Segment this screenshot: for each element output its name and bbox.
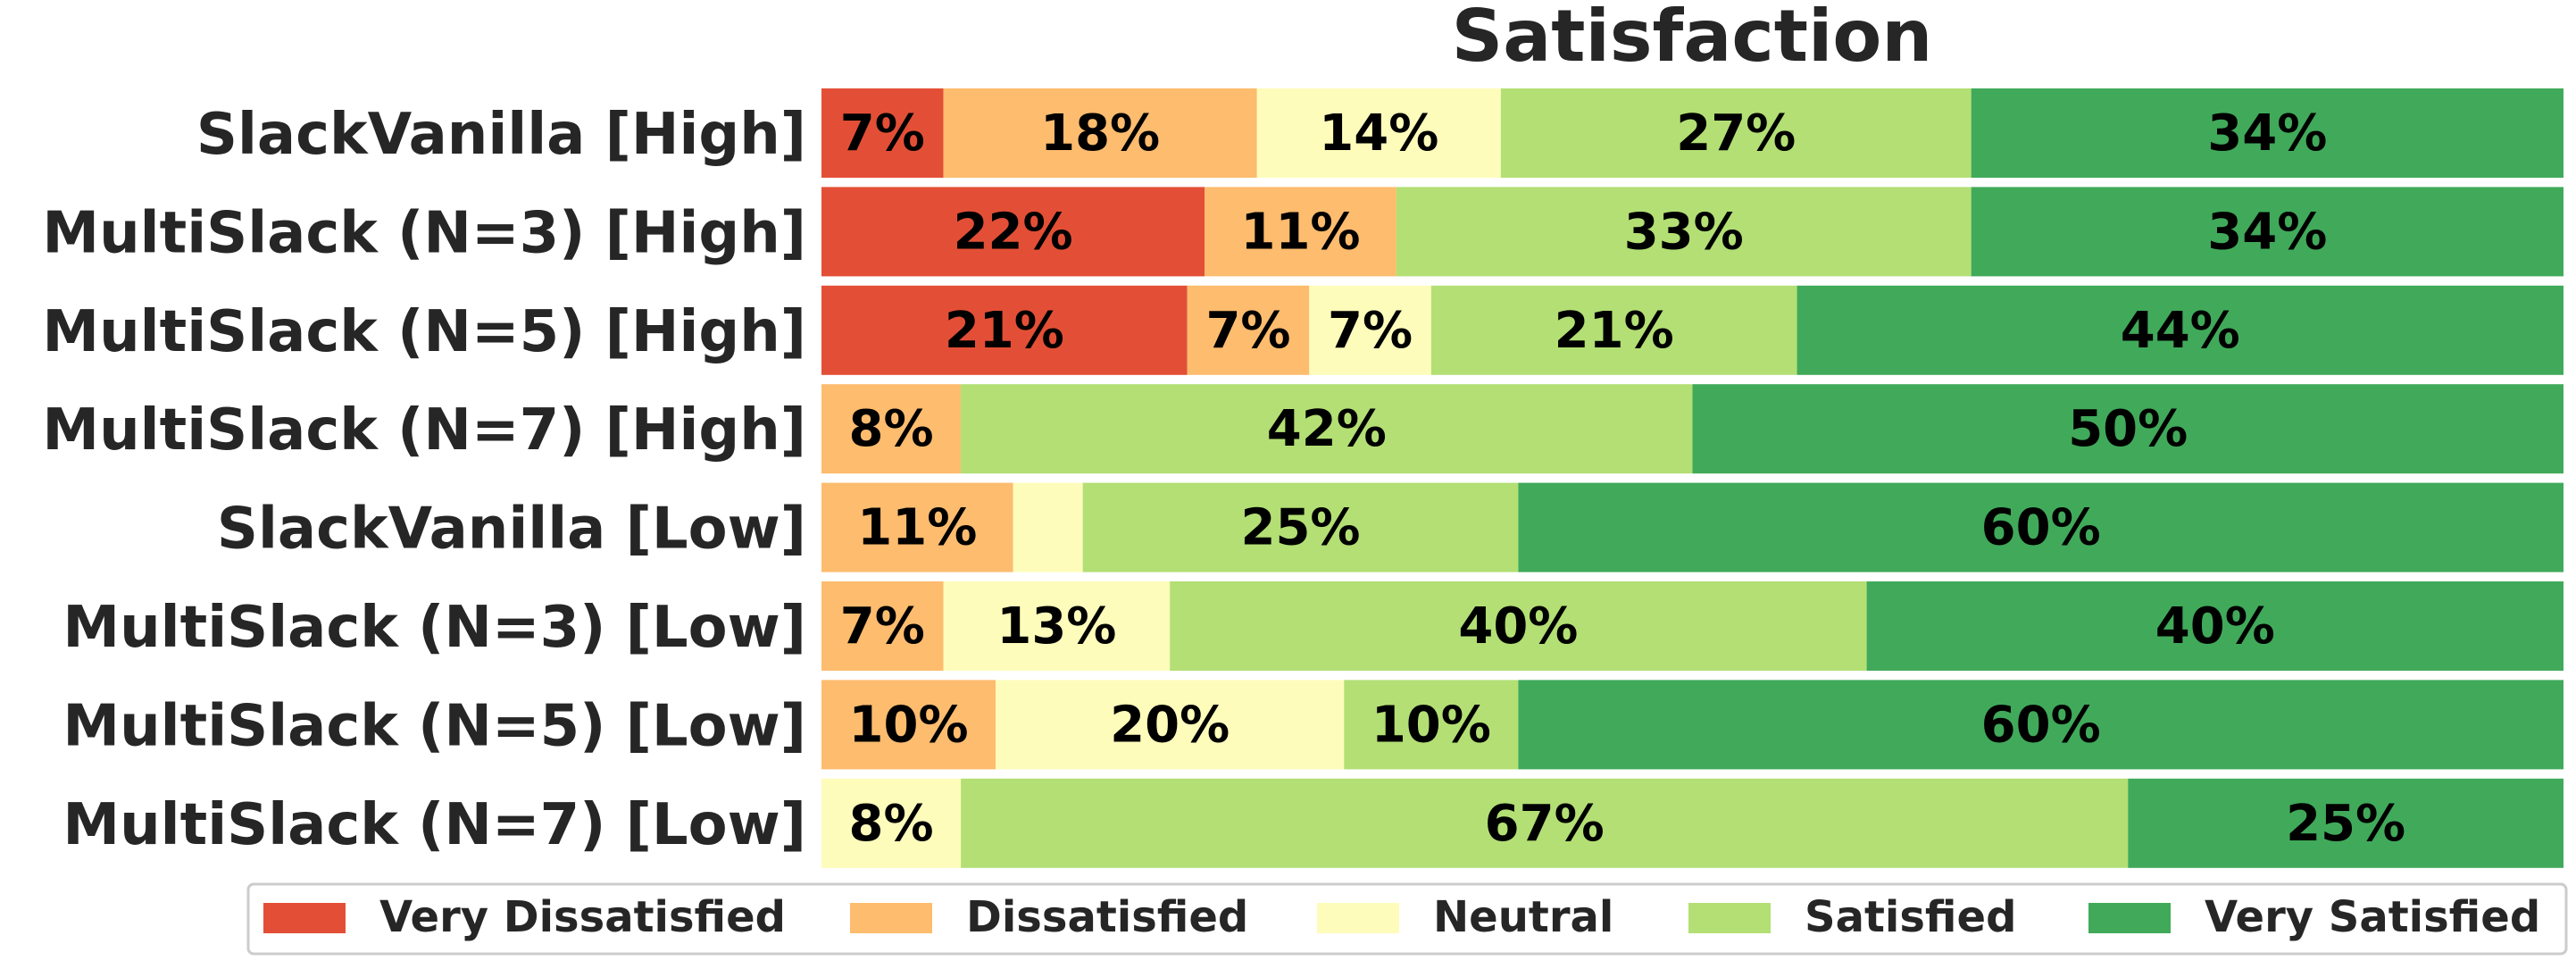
bar-value-label: 10%	[1371, 696, 1491, 754]
bar-value-label: 8%	[849, 795, 934, 853]
bar-value-label: 21%	[1555, 302, 1674, 360]
bar-segment	[961, 384, 1693, 474]
bar-value-label: 21%	[945, 302, 1064, 360]
bar-segment	[821, 482, 1013, 572]
bar-value-label: 7%	[840, 104, 925, 163]
bar-value-label: 67%	[1485, 795, 1605, 853]
bar-value-label: 7%	[1328, 302, 1413, 360]
legend-label: Very Satisfied	[2205, 892, 2540, 942]
bar-segment	[821, 778, 962, 868]
legend-swatch	[263, 903, 346, 933]
bar-segment	[1866, 581, 2563, 671]
bar-segment	[821, 581, 944, 671]
bar-segment	[1396, 187, 1972, 277]
bar-value-label: 18%	[1040, 104, 1160, 163]
bar-segment	[821, 285, 1188, 375]
bar-value-label: 40%	[1458, 597, 1578, 656]
legend-label: Satisfied	[1805, 892, 2016, 942]
bars	[821, 88, 2563, 868]
legend-frame	[246, 882, 2568, 956]
bar-value-label: 20%	[1110, 696, 1230, 754]
bar-value-label: 22%	[954, 203, 1073, 261]
bar-value-label: 60%	[1981, 499, 2101, 557]
bar-value-label: 44%	[2121, 302, 2240, 360]
bar-value-label: 27%	[1676, 104, 1796, 163]
bar-value-label: 34%	[2207, 203, 2327, 261]
bar-value-label: 11%	[857, 499, 977, 557]
bar-segment	[1082, 482, 1519, 572]
bar-value-label: 8%	[849, 400, 934, 458]
bar-value-label: 13%	[996, 597, 1116, 656]
legend-label: Very Dissatisfied	[379, 892, 786, 942]
bar-segment	[1430, 285, 1797, 375]
bar-segment	[996, 680, 1345, 770]
y-tick-label: MultiSlack (N=3) [Low]	[63, 595, 806, 661]
bar-segment	[1187, 285, 1310, 375]
bar-segment	[943, 581, 1171, 671]
bar-value-label: 14%	[1319, 104, 1438, 163]
bar-value-label: 7%	[1205, 302, 1290, 360]
y-tick-label: MultiSlack (N=3) [High]	[42, 200, 806, 266]
legend-label: Neutral	[1433, 892, 1613, 942]
y-tick-label: MultiSlack (N=5) [High]	[42, 299, 806, 365]
bar-segment	[1692, 384, 2563, 474]
bar-segment	[943, 88, 1257, 178]
y-tick-label: SlackVanilla [High]	[196, 102, 806, 168]
bar-segment	[1256, 88, 1501, 178]
legend-swatch	[850, 903, 932, 933]
bar-value-label: 11%	[1241, 203, 1361, 261]
legend-swatch	[1317, 903, 1399, 933]
chart-title: Satisfaction	[1452, 0, 1933, 78]
legend-swatch	[2088, 903, 2171, 933]
bar-segment	[1797, 285, 2563, 375]
bar-segment	[1205, 187, 1396, 277]
y-tick-label: MultiSlack (N=7) [High]	[42, 397, 806, 464]
bar-segment	[1500, 88, 1972, 178]
legend-label: Dissatisfied	[966, 892, 1248, 942]
bar-segment	[2128, 778, 2563, 868]
bar-segment	[1170, 581, 1867, 671]
bar-value-label: 42%	[1267, 400, 1387, 458]
bar-value-label: 10%	[849, 696, 969, 754]
bar-segment	[1344, 680, 1519, 770]
bar-segment	[1518, 482, 2563, 572]
bar-value-label: 50%	[2068, 400, 2188, 458]
legend: Very Dissatisfied Dissatisfied Neutral Sati…	[246, 882, 2568, 956]
y-tick-label: MultiSlack (N=7) [Low]	[63, 792, 806, 858]
bar-segment	[961, 778, 2129, 868]
bar-value-label: 25%	[1241, 499, 1361, 557]
bar-value-label: 7%	[840, 597, 925, 656]
bar-segment	[1013, 482, 1083, 572]
bar-segment	[821, 187, 1205, 277]
bar-value-label: 60%	[1981, 696, 2101, 754]
bar-segment	[1971, 187, 2563, 277]
bar-segment	[1971, 88, 2563, 178]
bar-value-label: 40%	[2155, 597, 2275, 656]
bar-segment	[821, 88, 944, 178]
y-axis-labels: SlackVanilla [High] MultiSlack (N=3) [Hig…	[42, 102, 806, 858]
bar-value-label: 33%	[1624, 203, 1744, 261]
bar-segment	[821, 384, 962, 474]
legend-swatch	[1688, 903, 1771, 933]
bar-value-label: 34%	[2207, 104, 2327, 163]
bar-value-label: 25%	[2286, 795, 2405, 853]
bar-value-labels: 7% 18% 14% 27% 34% 22% 11% 33% 34% 21% 7% 7% 21% 44% 8…	[840, 104, 2405, 853]
y-tick-label: SlackVanilla [Low]	[217, 497, 806, 563]
bar-segment	[1518, 680, 2563, 770]
bar-segment	[821, 680, 996, 770]
y-tick-label: MultiSlack (N=5) [Low]	[63, 693, 806, 759]
bar-segment	[1309, 285, 1431, 375]
